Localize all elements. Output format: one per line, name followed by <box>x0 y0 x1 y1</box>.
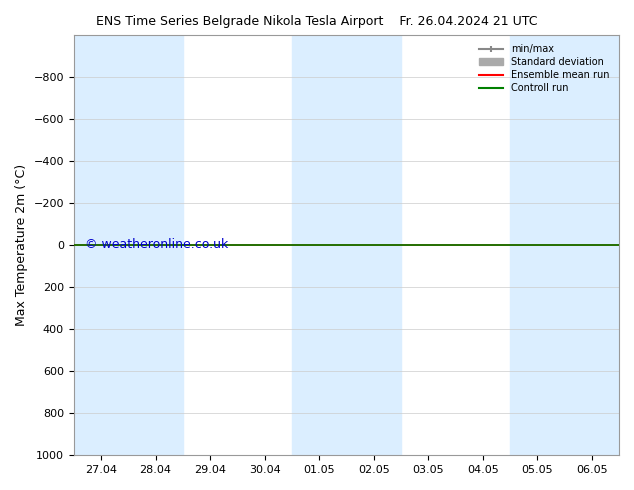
Bar <box>292 35 346 455</box>
Bar <box>74 35 128 455</box>
Y-axis label: Max Temperature 2m (°C): Max Temperature 2m (°C) <box>15 164 28 326</box>
Bar <box>564 35 619 455</box>
Legend: min/max, Standard deviation, Ensemble mean run, Controll run: min/max, Standard deviation, Ensemble me… <box>474 40 614 98</box>
Text: © weatheronline.co.uk: © weatheronline.co.uk <box>85 239 228 251</box>
Bar <box>510 35 564 455</box>
Bar <box>128 35 183 455</box>
Text: ENS Time Series Belgrade Nikola Tesla Airport    Fr. 26.04.2024 21 UTC: ENS Time Series Belgrade Nikola Tesla Ai… <box>96 15 538 28</box>
Bar <box>346 35 401 455</box>
